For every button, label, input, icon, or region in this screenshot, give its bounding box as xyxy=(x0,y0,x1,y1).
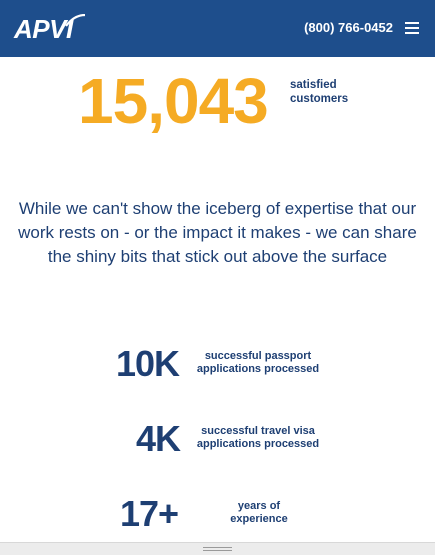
experience-stat: 17+ years of experience xyxy=(0,494,435,538)
visa-stat: 4K successful travel visa applications p… xyxy=(0,419,435,463)
passport-stat: 10K successful passport applications pro… xyxy=(0,344,435,388)
logo-swoosh-icon xyxy=(65,14,86,27)
stat-label-line1: years of xyxy=(237,500,281,512)
phone-number-link[interactable]: (800) 766-0452 xyxy=(304,20,393,35)
hamburger-menu-icon[interactable] xyxy=(405,22,419,34)
stat-label-line2: experience xyxy=(230,513,288,525)
stat-label-line1: successful travel visa xyxy=(201,425,315,437)
stat-number: 10K xyxy=(116,343,180,384)
stat-number: 17+ xyxy=(120,493,179,534)
customers-count: 15,043 xyxy=(78,65,269,137)
drag-handle-icon[interactable] xyxy=(203,547,232,553)
stat-label-line1: successful passport xyxy=(204,350,312,362)
logo-text: APVI xyxy=(14,14,73,44)
apvi-logo[interactable]: APVI xyxy=(14,14,86,44)
bottom-drawer-bar[interactable] xyxy=(0,542,435,555)
intro-paragraph: While we can't show the iceberg of exper… xyxy=(18,199,417,266)
stat-label-line2: applications processed xyxy=(196,363,320,375)
customers-stat: 15,043 satisfied customers xyxy=(78,66,378,136)
site-header: APVI (800) 766-0452 xyxy=(0,0,435,57)
stat-number: 4K xyxy=(136,418,181,459)
customers-label: satisfied customers xyxy=(290,79,349,105)
stat-label-line2: applications processed xyxy=(196,438,320,450)
